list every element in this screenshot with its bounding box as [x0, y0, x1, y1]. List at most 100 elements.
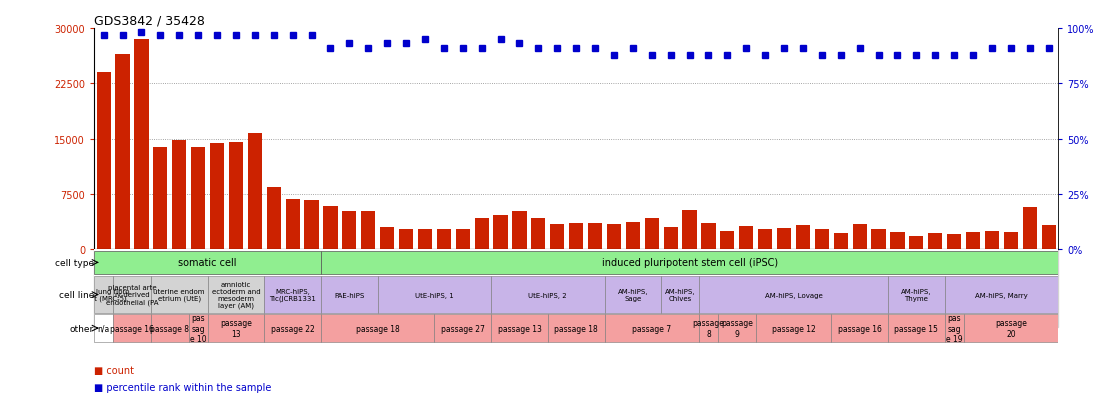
Bar [626, 223, 640, 250]
Text: UtE-hiPS, 2: UtE-hiPS, 2 [529, 292, 567, 298]
Bar [113, 276, 151, 313]
Text: passage 18: passage 18 [356, 324, 400, 333]
Bar [547, 314, 605, 342]
Bar [1004, 232, 1018, 250]
Bar [94, 251, 321, 275]
Text: pas
sag
e 19: pas sag e 19 [946, 313, 963, 343]
Bar [151, 276, 207, 313]
Bar [872, 229, 885, 250]
Text: amniotic
ectoderm and
mesoderm
layer (AM): amniotic ectoderm and mesoderm layer (AM… [212, 281, 260, 309]
Bar [833, 233, 848, 250]
Bar [570, 224, 583, 250]
Bar [831, 314, 888, 342]
Bar [434, 314, 491, 342]
Text: passage 7: passage 7 [633, 324, 671, 333]
Bar [115, 55, 130, 250]
Bar [96, 73, 111, 250]
Bar [361, 211, 376, 250]
Bar [134, 40, 148, 250]
Bar [265, 314, 321, 342]
Bar [701, 224, 716, 250]
Text: passage 12: passage 12 [771, 324, 815, 333]
Text: passage 18: passage 18 [554, 324, 598, 333]
Bar [321, 251, 1058, 275]
Text: passage 22: passage 22 [270, 324, 315, 333]
Bar [94, 314, 113, 342]
Bar [418, 229, 432, 250]
Bar [380, 228, 394, 250]
Bar [756, 314, 831, 342]
Bar [267, 187, 280, 250]
Bar [985, 231, 999, 250]
Bar [324, 206, 338, 250]
Bar [378, 276, 491, 313]
Bar [113, 314, 151, 342]
Bar [699, 314, 718, 342]
Bar [207, 276, 265, 313]
Text: UtE-hiPS, 1: UtE-hiPS, 1 [416, 292, 454, 298]
Bar [437, 229, 451, 250]
Text: passage 15: passage 15 [894, 324, 938, 333]
Bar [321, 276, 378, 313]
Text: fetal lung fibro
blast (MRC-5): fetal lung fibro blast (MRC-5) [78, 288, 130, 301]
Text: passage 16: passage 16 [838, 324, 882, 333]
Bar [531, 219, 545, 250]
Bar [305, 200, 319, 250]
Bar [664, 228, 678, 250]
Bar [929, 233, 943, 250]
Bar [1042, 225, 1056, 250]
Bar [172, 141, 186, 250]
Bar [607, 225, 622, 250]
Text: passage 27: passage 27 [441, 324, 484, 333]
Text: induced pluripotent stem cell (iPSC): induced pluripotent stem cell (iPSC) [602, 258, 778, 268]
Text: ■ percentile rank within the sample: ■ percentile rank within the sample [94, 382, 271, 392]
Bar [964, 314, 1058, 342]
Bar [947, 234, 962, 250]
Text: GDS3842 / 35428: GDS3842 / 35428 [94, 15, 205, 28]
Bar [551, 225, 564, 250]
Bar [645, 219, 659, 250]
Bar [588, 224, 602, 250]
Text: AM-hiPS, Lovage: AM-hiPS, Lovage [765, 292, 822, 298]
Bar [814, 229, 829, 250]
Text: passage
9: passage 9 [721, 318, 752, 338]
Bar [321, 314, 434, 342]
Bar [945, 314, 964, 342]
Bar [474, 219, 489, 250]
Text: passage
8: passage 8 [692, 318, 725, 338]
Bar [910, 236, 923, 250]
Bar [151, 314, 188, 342]
Bar [966, 232, 981, 250]
Bar [94, 276, 113, 313]
Bar [94, 250, 1058, 327]
Bar [891, 233, 904, 250]
Bar [191, 148, 205, 250]
Bar [739, 226, 753, 250]
Bar [455, 229, 470, 250]
Bar [207, 314, 265, 342]
Bar [683, 211, 697, 250]
Text: uterine endom
etrium (UtE): uterine endom etrium (UtE) [154, 288, 205, 301]
Text: passage 13: passage 13 [497, 324, 542, 333]
Bar [945, 276, 1058, 313]
Bar [661, 276, 699, 313]
Text: ■ count: ■ count [94, 366, 134, 375]
Bar [229, 142, 243, 250]
Bar [286, 199, 300, 250]
Bar [699, 276, 888, 313]
Bar [777, 228, 791, 250]
Text: n/a: n/a [98, 324, 110, 333]
Bar [491, 314, 547, 342]
Bar [605, 314, 699, 342]
Bar [399, 229, 413, 250]
Bar [888, 314, 945, 342]
Text: placental arte
ry-derived
endothelial (PA: placental arte ry-derived endothelial (P… [105, 285, 158, 305]
Bar [720, 231, 735, 250]
Bar [248, 133, 261, 250]
Text: AM-hiPS,
Sage: AM-hiPS, Sage [617, 288, 648, 301]
Bar [512, 211, 526, 250]
Text: PAE-hiPS: PAE-hiPS [335, 292, 365, 298]
Text: passage
13: passage 13 [220, 318, 252, 338]
Bar [605, 276, 661, 313]
Bar [1023, 208, 1037, 250]
